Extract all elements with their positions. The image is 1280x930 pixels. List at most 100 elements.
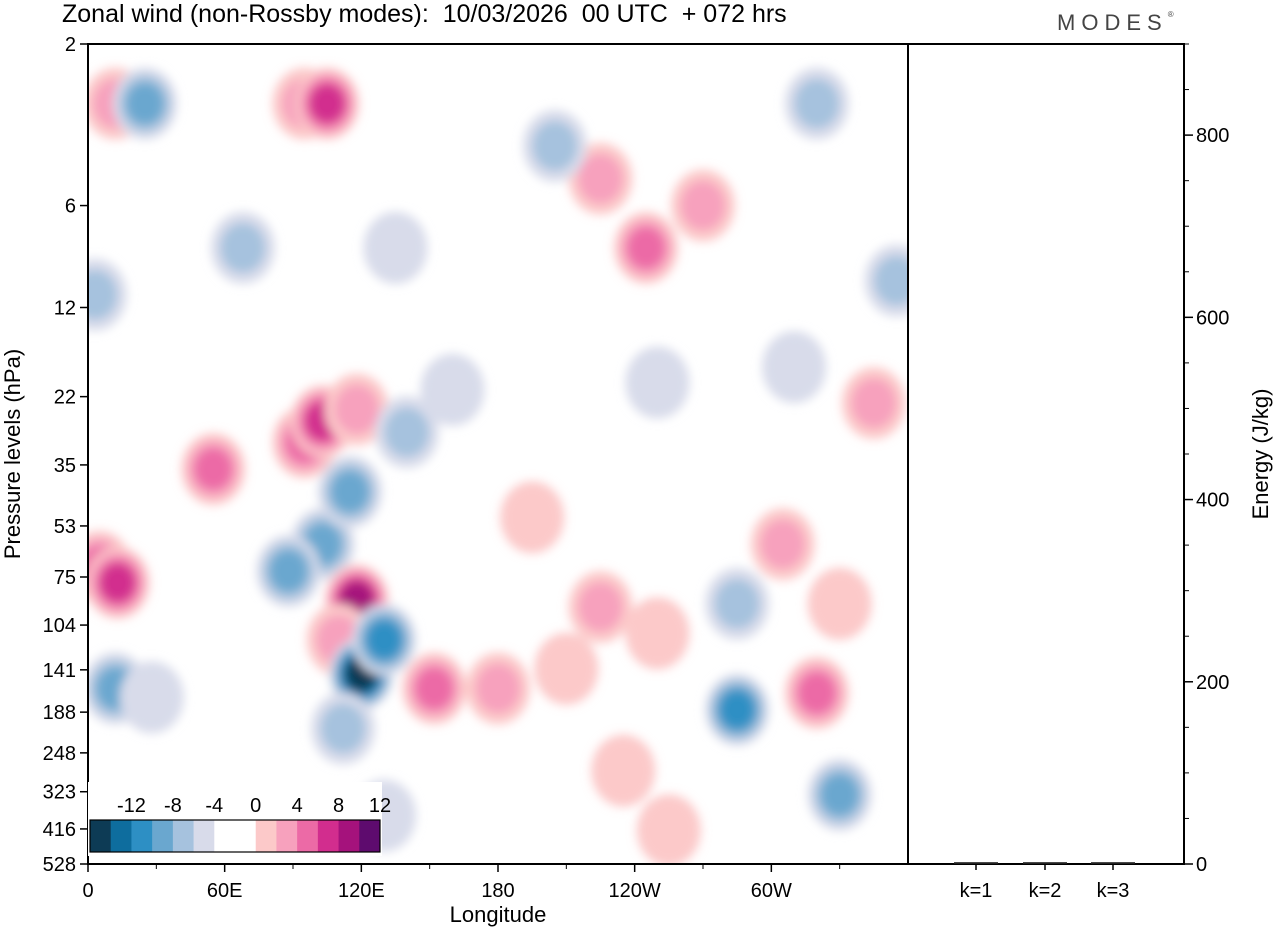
colorbar-label: 8 xyxy=(333,795,344,817)
energy-bar xyxy=(1091,862,1135,864)
y-tick-label: 188 xyxy=(43,702,76,724)
y-tick-label: 248 xyxy=(43,743,76,765)
x-tick-label: 120W xyxy=(609,880,661,902)
wind-anomaly-blob xyxy=(330,470,369,513)
wind-anomaly-blob xyxy=(100,563,135,602)
wind-anomaly-blob xyxy=(591,734,656,807)
energy-frame xyxy=(907,43,1185,865)
y-axis: 2 6 12 22 35 53 75 104 141 188 248 323 416 528 xyxy=(43,34,88,876)
colorbar-label: 0 xyxy=(250,795,261,817)
colorbar-swatch xyxy=(276,820,298,852)
wind-anomaly-blob xyxy=(820,773,859,816)
wind-anomaly-blob xyxy=(415,667,454,710)
wind-anomaly-blob xyxy=(807,567,872,640)
wind-contours xyxy=(88,67,908,864)
energy-bar-label: k=3 xyxy=(1097,880,1130,902)
y-tick-label: 35 xyxy=(54,455,76,477)
wind-anomaly-blob xyxy=(363,211,428,284)
wind-anomaly-blob xyxy=(719,690,755,729)
colorbar-label: -12 xyxy=(117,795,146,817)
wind-anomaly-blob xyxy=(88,269,118,320)
wind-anomaly-blob xyxy=(851,378,897,428)
y-tick-label: 141 xyxy=(43,660,76,682)
colorbar: -12 -8 -4 0 4 8 12 xyxy=(88,782,391,856)
y-tick-label: 416 xyxy=(43,819,76,841)
colorbar-swatch xyxy=(235,820,257,852)
wind-anomaly-blob xyxy=(420,353,485,426)
colorbar-swatch xyxy=(255,820,277,852)
wind-anomaly-blob xyxy=(475,663,521,714)
wind-anomaly-blob xyxy=(680,180,726,231)
wind-field xyxy=(88,67,908,864)
colorbar-swatch xyxy=(172,820,195,852)
x-tick-label: 120E xyxy=(338,880,385,902)
wind-anomaly-blob xyxy=(194,448,233,491)
wind-anomaly-blob xyxy=(625,597,690,670)
y-tick-label: 22 xyxy=(54,387,76,409)
wind-anomaly-blob xyxy=(320,703,366,754)
wind-anomaly-blob xyxy=(627,226,666,269)
wind-anomaly-blob xyxy=(874,255,908,306)
page-title: Zonal wind (non-Rossby modes): 10/03/202… xyxy=(62,0,787,28)
colorbar-label: -4 xyxy=(205,795,223,817)
wind-anomaly-blob xyxy=(220,223,266,273)
wind-anomaly-blob xyxy=(119,661,184,734)
x-axis: 0 60E 120E 180 120W 60W xyxy=(82,864,841,902)
colorbar-swatch xyxy=(131,820,153,852)
wind-anomaly-blob xyxy=(269,549,308,592)
x-tick-label: 0 xyxy=(82,880,93,902)
y-axis-title: Pressure levels (hPa) xyxy=(0,349,25,559)
wind-anomaly-blob xyxy=(384,407,430,457)
x-axis-title: Longitude xyxy=(450,902,547,927)
energy-tick-label: 200 xyxy=(1196,672,1229,694)
colorbar-swatch xyxy=(317,820,340,852)
energy-axis-title: Energy (J/kg) xyxy=(1248,389,1273,520)
colorbar-swatch xyxy=(359,820,381,852)
colorbar-swatch xyxy=(90,820,112,852)
colorbar-label: 12 xyxy=(369,795,391,817)
energy-bar xyxy=(954,862,998,864)
x-tick-label: 60E xyxy=(207,880,243,902)
wind-anomaly-blob xyxy=(309,84,345,123)
colorbar-swatch xyxy=(152,820,174,852)
colorbar-label: 4 xyxy=(292,795,303,817)
wind-anomaly-blob xyxy=(125,82,164,125)
y-tick-label: 104 xyxy=(43,615,76,637)
colorbar-swatch xyxy=(214,820,236,852)
y-tick-label: 2 xyxy=(65,34,76,56)
y-tick-label: 6 xyxy=(65,196,76,218)
wind-anomaly-blob xyxy=(797,671,836,714)
wind-anomaly-blob xyxy=(532,121,578,171)
energy-bar-label: k=2 xyxy=(1029,880,1062,902)
wind-anomaly-blob xyxy=(500,481,565,554)
brand-logo: MODES® xyxy=(1057,10,1174,36)
energy-bar-label: k=1 xyxy=(960,880,993,902)
wind-anomaly-blob xyxy=(762,331,827,404)
colorbar-label: -8 xyxy=(164,795,182,817)
wind-anomaly-blob xyxy=(334,384,380,435)
x-tick-label: 180 xyxy=(481,880,514,902)
colorbar-swatch xyxy=(193,820,215,852)
y-tick-label: 323 xyxy=(43,782,76,804)
wind-anomaly-blob xyxy=(794,78,840,129)
wind-anomaly-blob xyxy=(714,579,760,629)
brand-registered-mark: ® xyxy=(1167,10,1174,19)
y-tick-label: 75 xyxy=(54,567,76,589)
wind-anomaly-blob xyxy=(625,346,690,419)
energy-bars: k=1 k=2 k=3 xyxy=(954,862,1135,902)
y-tick-label: 53 xyxy=(54,516,76,538)
wind-anomaly-blob xyxy=(366,620,402,659)
wind-anomaly-blob xyxy=(636,794,701,864)
energy-bar xyxy=(1023,862,1067,864)
colorbar-swatch xyxy=(338,820,360,852)
y-tick-label: 528 xyxy=(43,854,76,876)
colorbar-swatch xyxy=(297,820,319,852)
wind-anomaly-blob xyxy=(760,519,805,569)
energy-tick-label: 400 xyxy=(1196,490,1229,512)
brand-text: MODES xyxy=(1057,10,1168,35)
energy-tick-label: 800 xyxy=(1196,125,1229,147)
wind-anomaly-blob xyxy=(578,582,623,632)
wind-anomaly-blob xyxy=(534,632,599,705)
energy-tick-label: 600 xyxy=(1196,307,1229,329)
